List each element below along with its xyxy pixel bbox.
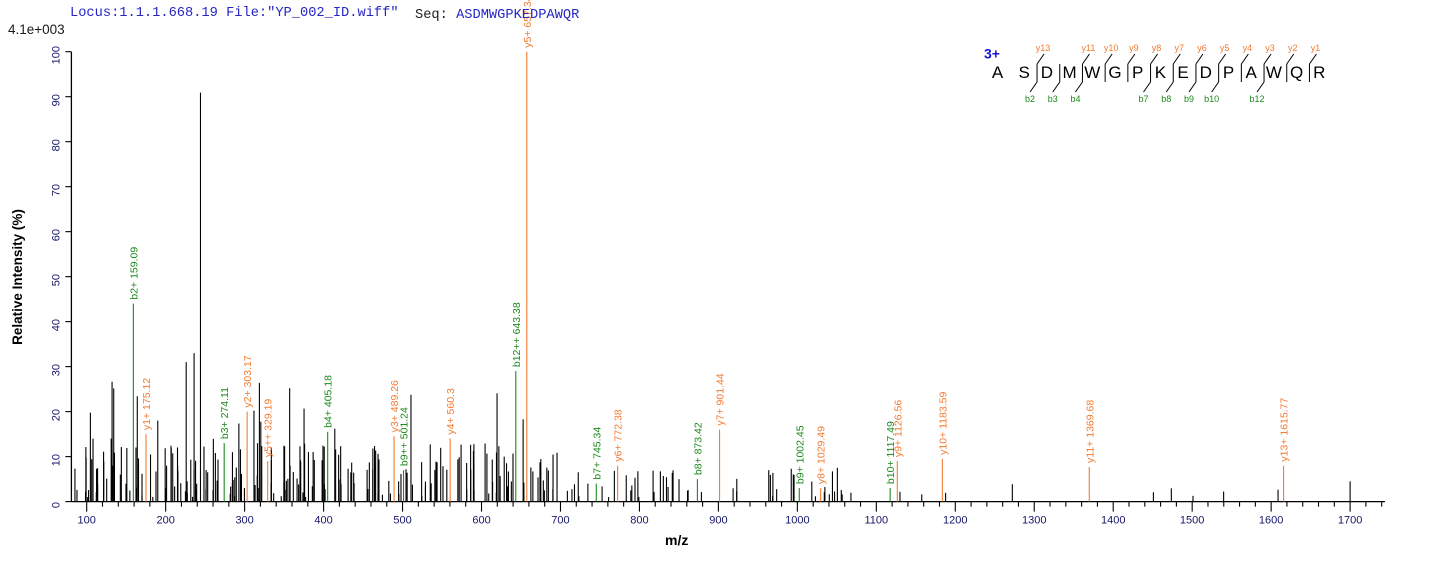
svg-text:y13: y13 bbox=[1036, 43, 1051, 53]
svg-text:y10: y10 bbox=[1104, 43, 1119, 53]
svg-text:A: A bbox=[1246, 63, 1258, 82]
svg-text:100: 100 bbox=[50, 46, 62, 64]
svg-text:y4+ 560.3: y4+ 560.3 bbox=[445, 388, 457, 435]
svg-text:Q: Q bbox=[1290, 63, 1303, 82]
svg-text:3+: 3+ bbox=[984, 46, 1000, 62]
svg-text:1100: 1100 bbox=[864, 515, 888, 527]
svg-text:1500: 1500 bbox=[1180, 515, 1204, 527]
svg-text:W: W bbox=[1266, 63, 1282, 82]
svg-text:b2+ 159.09: b2+ 159.09 bbox=[128, 247, 140, 300]
svg-text:20: 20 bbox=[50, 409, 62, 421]
svg-text:b10: b10 bbox=[1204, 94, 1219, 104]
svg-text:y6+ 772.38: y6+ 772.38 bbox=[613, 409, 625, 461]
svg-text:400: 400 bbox=[314, 515, 332, 527]
svg-text:y10+ 1183.59: y10+ 1183.59 bbox=[937, 392, 949, 455]
svg-text:b9++ 501.24: b9++ 501.24 bbox=[399, 407, 411, 466]
svg-text:1700: 1700 bbox=[1338, 515, 1362, 527]
svg-text:1000: 1000 bbox=[785, 515, 809, 527]
svg-text:900: 900 bbox=[709, 515, 727, 527]
svg-text:y8+ 1029.49: y8+ 1029.49 bbox=[816, 426, 828, 484]
svg-text:0: 0 bbox=[50, 502, 62, 508]
svg-text:70: 70 bbox=[50, 184, 62, 196]
svg-text:D: D bbox=[1200, 63, 1212, 82]
svg-text:y5++ 329.19: y5++ 329.19 bbox=[263, 399, 275, 458]
svg-text:y11+ 1369.68: y11+ 1369.68 bbox=[1084, 400, 1096, 463]
svg-text:y3: y3 bbox=[1265, 43, 1275, 53]
svg-text:W: W bbox=[1084, 63, 1100, 82]
svg-text:200: 200 bbox=[156, 515, 174, 527]
svg-text:y7: y7 bbox=[1174, 43, 1184, 53]
svg-text:y11: y11 bbox=[1082, 43, 1096, 53]
svg-text:y1+ 175.12: y1+ 175.12 bbox=[141, 378, 153, 430]
svg-text:y9: y9 bbox=[1129, 43, 1139, 53]
svg-text:700: 700 bbox=[551, 515, 569, 527]
svg-text:b8: b8 bbox=[1161, 94, 1171, 104]
svg-text:G: G bbox=[1108, 63, 1121, 82]
svg-text:b7: b7 bbox=[1139, 94, 1149, 104]
svg-text:y8: y8 bbox=[1152, 43, 1162, 53]
svg-text:b9: b9 bbox=[1184, 94, 1194, 104]
svg-text:b8+ 873.42: b8+ 873.42 bbox=[692, 422, 704, 475]
svg-text:M: M bbox=[1063, 63, 1077, 82]
svg-text:b7+ 745.34: b7+ 745.34 bbox=[591, 427, 603, 480]
svg-text:y2: y2 bbox=[1288, 43, 1298, 53]
svg-text:1400: 1400 bbox=[1101, 515, 1125, 527]
svg-text:60: 60 bbox=[50, 229, 62, 241]
svg-text:10: 10 bbox=[50, 454, 62, 466]
svg-text:P: P bbox=[1223, 63, 1234, 82]
svg-text:D: D bbox=[1041, 63, 1053, 82]
svg-text:b12++ 643.38: b12++ 643.38 bbox=[511, 302, 523, 367]
svg-text:K: K bbox=[1155, 63, 1167, 82]
svg-text:Relative Intensity (%): Relative Intensity (%) bbox=[10, 209, 25, 345]
svg-text:30: 30 bbox=[50, 364, 62, 376]
svg-text:90: 90 bbox=[50, 94, 62, 106]
svg-text:y4: y4 bbox=[1243, 43, 1253, 53]
svg-text:E: E bbox=[1177, 63, 1188, 82]
svg-text:b12: b12 bbox=[1250, 94, 1265, 104]
svg-text:y6: y6 bbox=[1197, 43, 1207, 53]
svg-text:1600: 1600 bbox=[1259, 515, 1283, 527]
svg-text:y2+ 303.17: y2+ 303.17 bbox=[242, 355, 254, 407]
svg-text:40: 40 bbox=[50, 319, 62, 331]
svg-text:800: 800 bbox=[630, 515, 648, 527]
svg-text:y5: y5 bbox=[1220, 43, 1230, 53]
svg-text:y1: y1 bbox=[1311, 43, 1321, 53]
svg-text:80: 80 bbox=[50, 139, 62, 151]
svg-text:b3: b3 bbox=[1048, 94, 1058, 104]
svg-text:S: S bbox=[1019, 63, 1030, 82]
svg-text:R: R bbox=[1313, 63, 1325, 82]
svg-text:500: 500 bbox=[393, 515, 411, 527]
svg-text:b4+ 405.18: b4+ 405.18 bbox=[323, 375, 335, 428]
svg-text:50: 50 bbox=[50, 274, 62, 286]
svg-text:P: P bbox=[1132, 63, 1143, 82]
svg-text:y9+ 1126.56: y9+ 1126.56 bbox=[892, 400, 904, 457]
svg-text:A: A bbox=[992, 63, 1004, 82]
svg-text:y7+ 901.44: y7+ 901.44 bbox=[715, 373, 727, 425]
svg-text:b4: b4 bbox=[1070, 94, 1080, 104]
svg-text:100: 100 bbox=[78, 515, 96, 527]
svg-text:600: 600 bbox=[472, 515, 490, 527]
svg-text:b9+ 1002.45: b9+ 1002.45 bbox=[794, 425, 806, 484]
svg-text:1300: 1300 bbox=[1022, 515, 1046, 527]
svg-text:1200: 1200 bbox=[943, 515, 967, 527]
svg-text:300: 300 bbox=[235, 515, 253, 527]
svg-text:y13+ 1615.77: y13+ 1615.77 bbox=[1279, 398, 1291, 462]
svg-text:b2: b2 bbox=[1025, 94, 1035, 104]
svg-text:b3+ 274.11: b3+ 274.11 bbox=[219, 387, 231, 439]
